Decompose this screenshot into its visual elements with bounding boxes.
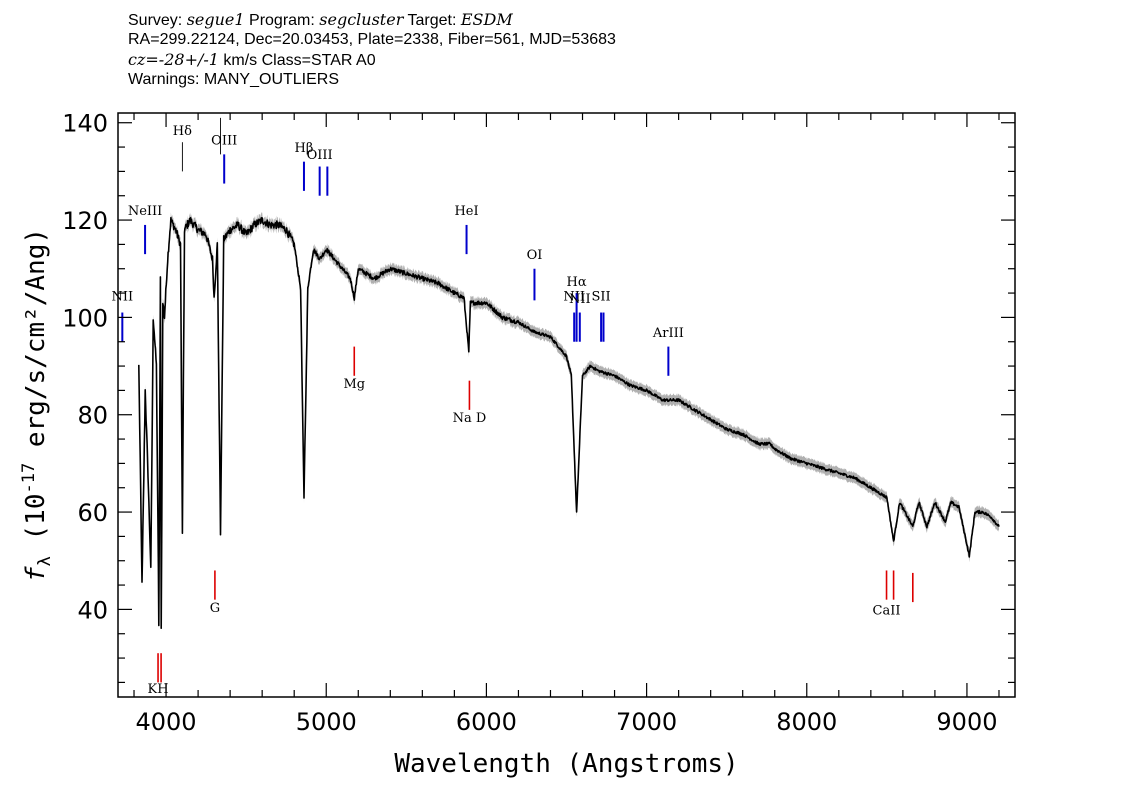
axis-ticks: 4000 5000 6000 7000 8000 9000 40 60 80 100 120 140 xyxy=(62,110,1015,736)
absorption-line-label: CaII xyxy=(873,603,901,618)
emission-line-label: ArIII xyxy=(652,326,684,341)
emission-line-label: Hα xyxy=(567,275,587,290)
y-axis-title: fλ (10-17 erg/s/cm²/Ang) xyxy=(19,228,55,582)
header-line-survey: Survey: segue1 Program: segcluster Targe… xyxy=(128,10,1028,30)
absorption-line-label: Mg xyxy=(343,377,365,392)
y-tick-label: 60 xyxy=(77,499,108,527)
emission-line-label: OI xyxy=(527,248,543,263)
x-tick-label: 6000 xyxy=(456,708,517,736)
y-tick-label: 40 xyxy=(77,596,108,624)
cz-rest: km/s Class=STAR A0 xyxy=(218,52,376,69)
spectrum-layer xyxy=(138,212,1000,634)
target-label: Target: xyxy=(407,12,457,29)
absorption-line-label: Na D xyxy=(453,411,487,426)
header-line-redshift: cz=-28+/-1 km/s Class=STAR A0 xyxy=(128,50,1028,70)
cz-label: cz= xyxy=(128,50,159,69)
emission-line-label: NeIII xyxy=(128,204,162,219)
y-tick-label: 100 xyxy=(62,304,108,332)
target-value: ESDM xyxy=(460,10,513,29)
x-tick-label: 5000 xyxy=(296,708,357,736)
survey-value: segue1 xyxy=(186,10,245,29)
survey-label: Survey: xyxy=(128,12,183,29)
cz-value: -28+/-1 xyxy=(158,50,219,69)
header-line-coordinates: RA=299.22124, Dec=20.03453, Plate=2338, … xyxy=(128,31,616,48)
y-tick-label: 120 xyxy=(62,207,108,235)
emission-line-label: SII xyxy=(592,289,611,304)
absorption-line-label: G xyxy=(210,601,220,616)
spectrum-line xyxy=(138,216,1000,630)
x-tick-label: 9000 xyxy=(936,708,997,736)
marker-line-label: Hδ xyxy=(173,124,192,139)
header-line-warnings: Warnings: MANY_OUTLIERS xyxy=(128,71,340,88)
x-tick-label: 4000 xyxy=(136,708,197,736)
emission-line-label: NII xyxy=(111,289,133,304)
x-tick-label: 8000 xyxy=(776,708,837,736)
emission-line-label: HeI xyxy=(454,204,478,219)
y-tick-label: 140 xyxy=(62,110,108,138)
y-tick-label: 80 xyxy=(77,402,108,430)
emission-line-label: OIII xyxy=(307,148,333,163)
program-value: segcluster xyxy=(319,10,404,29)
plot-frame xyxy=(117,112,1016,698)
x-axis-title: Wavelength (Angstroms) xyxy=(394,749,738,779)
absorption-line-label: KH xyxy=(148,682,169,697)
plot-header: Survey: segue1 Program: segcluster Targe… xyxy=(128,10,1028,90)
emission-line-label: NII xyxy=(563,289,585,304)
x-tick-label: 7000 xyxy=(616,708,677,736)
program-label: Program: xyxy=(249,12,315,29)
emission-line-label: Hβ xyxy=(295,141,314,156)
emission-line-label: NII xyxy=(569,292,591,307)
emission-line-label: OIII xyxy=(211,134,237,149)
